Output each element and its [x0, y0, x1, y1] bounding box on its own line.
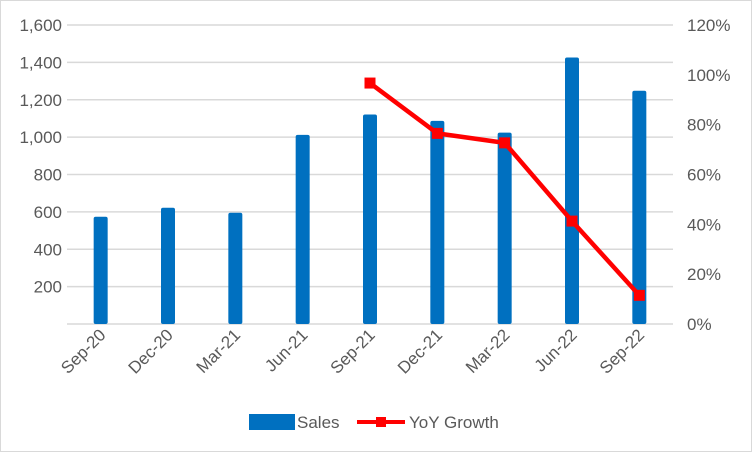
x-tick-label: Sep-22: [596, 325, 648, 377]
y-left-tick-label: 800: [34, 166, 62, 185]
y-right-tick-label: 20%: [687, 265, 721, 284]
bar-sales: [497, 132, 512, 324]
growth-marker: [566, 215, 578, 227]
y-left-tick-label: 400: [34, 240, 62, 259]
bar-sales: [632, 90, 647, 324]
x-tick-label: Jun-21: [261, 325, 311, 375]
y-left-tick-label: 1,000: [19, 128, 62, 147]
legend: Sales YoY Growth: [249, 413, 499, 432]
x-tick-label: Sep-20: [57, 325, 109, 377]
x-tick-label: Jun-22: [531, 325, 581, 375]
growth-marker: [431, 127, 443, 139]
legend-growth-label: YoY Growth: [409, 413, 499, 432]
legend-sales-swatch: [249, 414, 295, 430]
legend-sales-label: Sales: [297, 413, 340, 432]
y-right-tick-label: 100%: [687, 66, 730, 85]
y-right-tick-label: 60%: [687, 166, 721, 185]
y-left-tick-label: 600: [34, 203, 62, 222]
legend-growth-marker: [376, 417, 386, 427]
y-left-tick-label: 1,600: [19, 16, 62, 35]
bar-sales: [363, 114, 377, 324]
bar-sales: [430, 120, 445, 324]
x-tick-label: Sep-21: [327, 325, 379, 377]
x-tick-label: Dec-21: [394, 325, 446, 377]
bar-sales: [93, 216, 108, 324]
bar-sales: [161, 207, 175, 324]
x-tick-label: Mar-21: [193, 325, 245, 377]
y-right-tick-label: 80%: [687, 116, 721, 135]
growth-marker: [364, 77, 376, 89]
y-right-tick-label: 40%: [687, 215, 721, 234]
y-right-tick-label: 120%: [687, 16, 730, 35]
y-left-tick-label: 1,200: [19, 91, 62, 110]
growth-marker: [633, 289, 645, 301]
bar-sales: [565, 57, 579, 325]
y-left-tick-label: 1,400: [19, 53, 62, 72]
bar-sales: [295, 134, 310, 324]
bar-sales: [228, 212, 243, 324]
growth-marker: [499, 137, 511, 149]
y-right-tick-label: 0%: [687, 315, 712, 334]
x-tick-label: Dec-20: [125, 325, 177, 377]
x-tick-label: Mar-22: [462, 325, 514, 377]
y-left-tick-label: 200: [34, 278, 62, 297]
